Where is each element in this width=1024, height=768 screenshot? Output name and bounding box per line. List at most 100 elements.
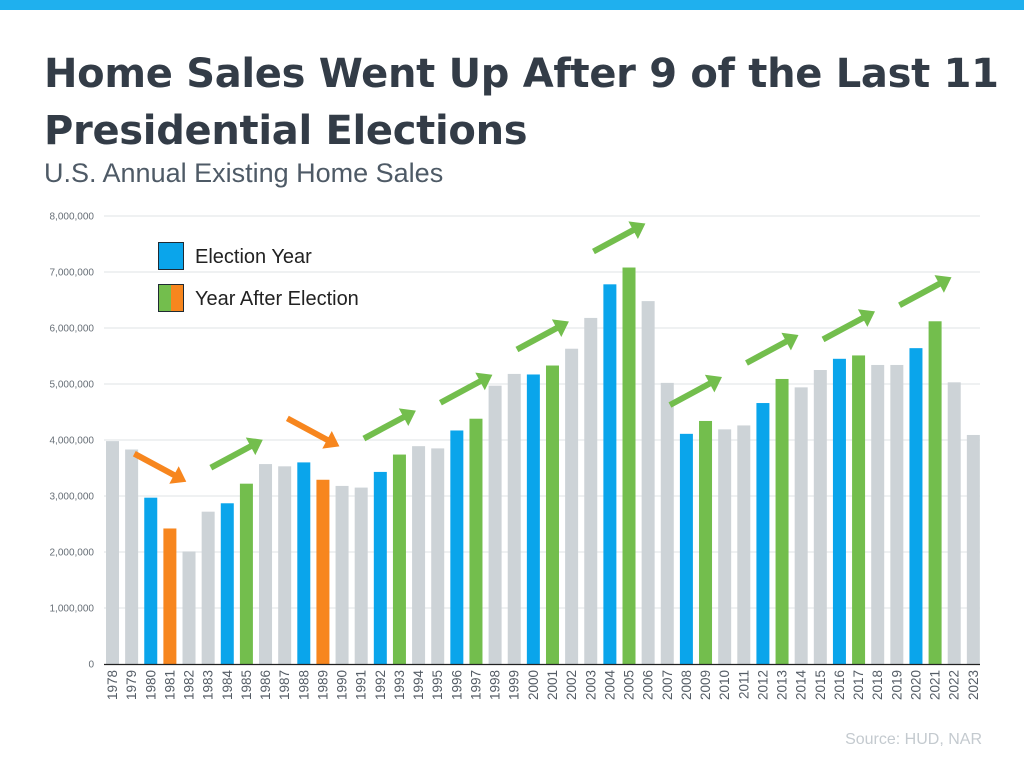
x-tick-label: 1985 <box>239 670 254 700</box>
x-tick-label: 1994 <box>411 670 426 701</box>
bar <box>871 364 885 664</box>
x-tick-label: 2015 <box>813 670 828 700</box>
arrow-head <box>628 221 646 239</box>
bar <box>507 373 521 664</box>
bar <box>699 420 713 664</box>
page-title: Home Sales Went Up After 9 of the Last 1… <box>44 51 999 154</box>
bar <box>469 418 483 664</box>
arrow-head <box>704 374 722 393</box>
trend-arrow <box>515 319 569 353</box>
arrow-head <box>857 309 875 327</box>
arrow-head <box>398 408 416 426</box>
x-tick-label: 1992 <box>373 670 388 700</box>
x-tick-label: 2007 <box>660 670 675 700</box>
x-tick-label: 2014 <box>794 670 809 701</box>
x-tick-label: 2016 <box>832 670 847 700</box>
arrow-shaft <box>515 325 559 353</box>
legend-label: Election Year <box>195 246 312 268</box>
arrow-shaft <box>362 414 406 442</box>
arrow-shaft <box>668 380 712 408</box>
bar <box>603 284 617 664</box>
arrow-shaft <box>745 338 789 366</box>
legend-item: Election Year <box>158 242 312 270</box>
x-tick-label: 1983 <box>201 670 216 700</box>
x-tick-label: 2000 <box>526 670 541 700</box>
top-accent-bar <box>0 0 1024 10</box>
arrow-shaft <box>132 451 177 479</box>
trend-arrow <box>668 374 722 408</box>
bar <box>813 370 827 664</box>
y-tick-label: 1,000,000 <box>50 604 95 615</box>
bar <box>775 378 789 664</box>
legend-swatch-border <box>158 242 184 270</box>
bar <box>966 434 980 664</box>
arrow-shaft <box>209 443 253 471</box>
bar <box>852 355 866 664</box>
x-tick-label: 2008 <box>679 670 694 700</box>
x-tick-label: 1978 <box>105 670 120 700</box>
trend-arrow <box>285 415 340 449</box>
x-tick-label: 1996 <box>449 670 464 700</box>
bar <box>450 430 464 664</box>
bars <box>106 267 980 664</box>
x-tick-label: 1997 <box>468 670 483 700</box>
gridlines <box>104 215 980 609</box>
y-tick-label: 7,000,000 <box>50 268 95 279</box>
bar <box>488 385 502 664</box>
bar <box>392 454 406 664</box>
bar <box>832 358 846 664</box>
arrow-head <box>934 275 952 293</box>
x-tick-label: 1986 <box>258 670 273 700</box>
bar <box>201 511 215 664</box>
bar <box>259 464 273 664</box>
x-tick-label: 1984 <box>220 670 235 701</box>
x-tick-label: 1999 <box>507 670 522 700</box>
arrow-head <box>245 437 263 456</box>
bar <box>756 403 770 664</box>
trend-arrow <box>821 309 875 343</box>
bar <box>928 321 942 664</box>
bar <box>106 441 119 664</box>
y-tick-label: 5,000,000 <box>50 380 95 391</box>
legend-swatch <box>158 242 184 270</box>
bar <box>718 429 732 664</box>
x-tick-label: 2004 <box>602 670 617 701</box>
x-tick-label: 2003 <box>583 670 598 700</box>
trend-arrow <box>898 275 952 308</box>
bar <box>316 479 330 664</box>
x-tick-label: 2006 <box>641 670 656 700</box>
x-tick-label: 1987 <box>277 670 292 700</box>
legend-item: Year After Election <box>158 284 359 312</box>
page-subtitle: U.S. Annual Existing Home Sales <box>44 158 444 188</box>
x-tick-label: 2020 <box>908 670 923 700</box>
bar <box>278 466 292 664</box>
bar <box>239 483 253 664</box>
legend-swatch <box>171 284 184 312</box>
x-tick-label: 2002 <box>564 670 579 700</box>
x-tick-label: 2022 <box>947 670 962 700</box>
bar <box>526 374 540 664</box>
bar <box>737 425 751 664</box>
x-tick-label: 2012 <box>755 670 770 700</box>
trend-arrow <box>132 451 187 484</box>
trend-arrow <box>592 221 646 255</box>
bar <box>354 487 368 664</box>
y-tick-label: 2,000,000 <box>50 548 95 559</box>
legend-label: Year After Election <box>195 288 359 310</box>
x-tick-label: 1993 <box>392 670 407 700</box>
bar <box>335 485 349 664</box>
legend-swatch-border <box>158 284 184 312</box>
source-note: Source: HUD, NAR <box>845 731 982 748</box>
arrow-shaft <box>592 227 636 255</box>
x-tick-label: 2017 <box>851 670 866 700</box>
x-tick-label: 1988 <box>296 670 311 700</box>
bar <box>412 446 426 664</box>
bar <box>297 462 311 664</box>
x-tick-label: 1991 <box>354 670 369 700</box>
x-tick-label: 1979 <box>124 670 139 700</box>
x-tick-label: 2001 <box>545 670 560 700</box>
y-tick-label: 8,000,000 <box>50 212 95 223</box>
x-tick-label: 2019 <box>889 670 904 700</box>
bar <box>909 348 923 664</box>
x-tick-label: 2010 <box>717 670 732 700</box>
